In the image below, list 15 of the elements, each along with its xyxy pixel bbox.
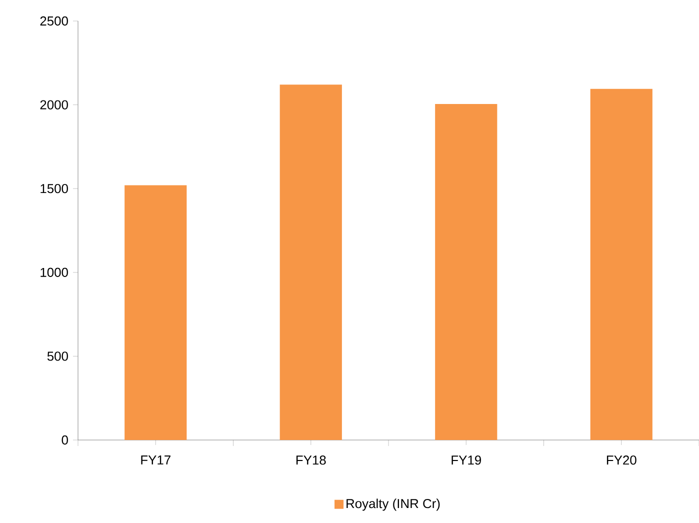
y-tick-label: 1500 <box>40 184 68 194</box>
bar <box>280 84 342 440</box>
y-tick-label: 500 <box>47 352 68 361</box>
y-tick-label: 2500 <box>40 16 68 26</box>
x-tick-label: FY18 <box>296 456 326 465</box>
bar <box>435 104 498 440</box>
bar <box>124 185 187 440</box>
y-tick-label: 2000 <box>40 100 68 110</box>
x-tick-label: FY20 <box>606 456 636 465</box>
bar <box>590 88 652 440</box>
x-tick-label: FY17 <box>141 456 170 464</box>
x-tick-label: FY19 <box>452 456 481 465</box>
legend-label: Royalty (INR Cr) <box>346 498 440 511</box>
y-tick-label: 1000 <box>40 268 68 277</box>
y-tick-label: 0 <box>62 435 68 445</box>
